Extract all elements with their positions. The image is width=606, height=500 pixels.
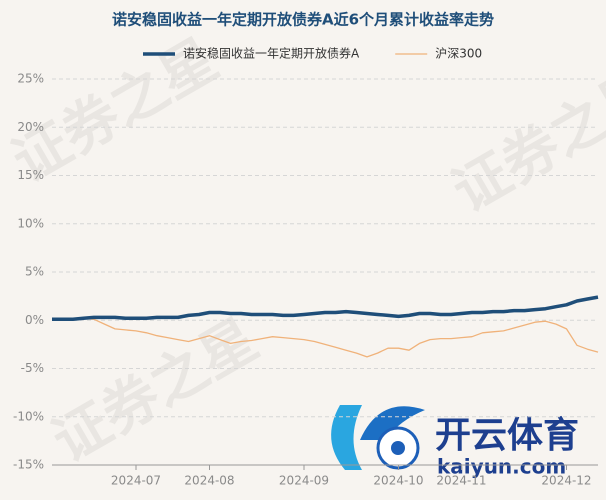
logo-url: kaiyun.com — [437, 455, 566, 479]
logo-shape — [331, 405, 362, 470]
y-tick-label: 10% — [17, 216, 44, 230]
x-tick-label: 2024-08 — [184, 474, 234, 488]
x-tick-label: 2024-09 — [279, 474, 329, 488]
series-line — [52, 295, 599, 322]
x-tick-label: 2024-07 — [111, 474, 161, 488]
x-tick-label: 2024-11 — [436, 474, 486, 488]
y-tick-label: 20% — [17, 120, 44, 134]
y-tick-label: 15% — [17, 168, 44, 182]
logo-ball — [391, 441, 405, 455]
y-tick-label: -15% — [13, 458, 44, 472]
y-tick-label: 0% — [25, 313, 44, 327]
y-tick-label: -10% — [13, 409, 44, 423]
logo: 开云体育 kaiyun.com — [331, 405, 579, 479]
y-tick-label: 25% — [17, 72, 44, 86]
logo-shape — [360, 406, 425, 440]
x-tick-label: 2024-10 — [373, 474, 423, 488]
legend-label: 诺安稳固收益一年定期开放债券A — [183, 46, 360, 61]
y-tick-label: -5% — [21, 361, 44, 375]
chart-title: 诺安稳固收益一年定期开放债券A近6个月累计收益率走势 — [112, 11, 494, 29]
series-line — [52, 317, 599, 358]
logo-text: 开云体育 — [435, 415, 579, 456]
legend-label: 沪深300 — [435, 47, 482, 61]
x-tick-label: 2024-12 — [541, 474, 591, 488]
y-tick-label: 5% — [25, 265, 44, 279]
